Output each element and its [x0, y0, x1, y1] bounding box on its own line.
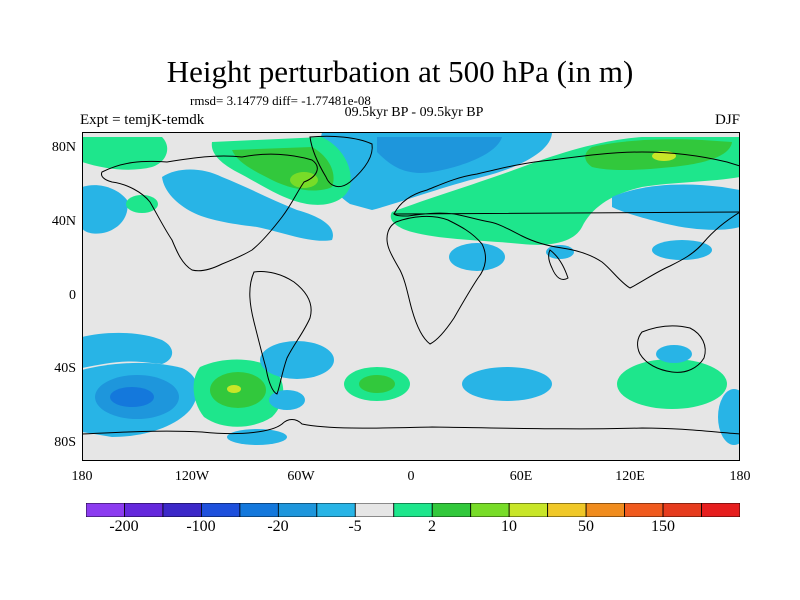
colorbar-swatch — [162, 503, 202, 517]
x-tick-60e: 60E — [509, 469, 533, 484]
colorbar-label: -100 — [186, 518, 216, 535]
experiment-label: Expt = temjK-temdk — [80, 112, 205, 128]
y-tick-40n: 40N — [51, 214, 76, 229]
colorbar-swatch — [431, 503, 472, 517]
positive-anomaly-north-pacific-small — [126, 195, 158, 213]
positive-anomaly-south-pacific-east-peak — [227, 385, 241, 393]
stats-line: rmsd= 3.14779 diff= -1.77481e-08 — [190, 93, 371, 108]
y-tick-80s: 80S — [54, 435, 76, 450]
negative-anomaly-australia — [656, 345, 692, 363]
positive-anomaly-south-australia — [617, 359, 727, 409]
negative-anomaly-east-asia — [612, 184, 740, 230]
coastline-north-america — [101, 153, 318, 272]
colorbar-label: -200 — [109, 518, 139, 535]
colorbar-label: 50 — [578, 518, 594, 535]
negative-anomaly-north-atlantic-core — [377, 137, 502, 173]
colorbar — [86, 503, 740, 517]
season-label: DJF — [714, 112, 740, 128]
coastline-south-america — [249, 271, 312, 395]
y-tick-40s: 40S — [54, 361, 76, 376]
negative-anomaly-south-pacific-west — [82, 332, 173, 368]
colorbar-label: -20 — [267, 518, 289, 535]
negative-anomaly-patagonia-south — [269, 390, 305, 410]
negative-anomaly-antarctic-east — [718, 389, 740, 445]
x-tick-60w: 60W — [287, 469, 315, 484]
colorbar-swatch — [393, 503, 433, 517]
colorbar-swatch — [508, 503, 549, 517]
x-tick-180-west: 180 — [71, 469, 93, 484]
negative-anomaly-west-asia — [449, 243, 505, 271]
negative-anomaly-north-pacific — [82, 185, 128, 234]
coastlines — [82, 135, 740, 435]
colorbar-swatch — [470, 503, 510, 517]
colorbar-swatch — [124, 503, 164, 517]
x-tick-180-east: 180 — [729, 469, 751, 484]
colorbar-swatch — [662, 503, 702, 517]
colorbar-swatch — [277, 503, 318, 517]
colorbar-label: 2 — [428, 518, 436, 535]
negative-anomaly-north-pacific-east — [652, 240, 712, 260]
coastline-antarctica — [82, 419, 740, 435]
coastline-australia — [637, 325, 706, 373]
colorbar-swatch — [547, 503, 587, 517]
x-tick-120w: 120W — [174, 469, 210, 484]
colorbar-swatch — [316, 503, 356, 517]
colorbar-swatch — [201, 503, 241, 517]
positive-anomaly-south-atlantic-core — [359, 375, 395, 393]
colorbar-label: 10 — [501, 518, 517, 535]
coastline-greenland — [309, 135, 373, 188]
plot-title: Height perturbation at 500 hPa (in m) — [166, 54, 634, 89]
map-frame — [82, 132, 740, 461]
anomaly-map — [82, 132, 740, 461]
colorbar-label: -5 — [348, 518, 362, 535]
colorbar-swatch — [239, 503, 279, 517]
y-tick-0: 0 — [69, 288, 76, 303]
y-tick-80n: 80N — [51, 140, 76, 155]
coastline-eurasia — [392, 151, 740, 289]
period-line: 09.5kyr BP - 09.5kyr BP — [344, 105, 484, 120]
colorbar-swatch — [624, 503, 664, 517]
colorbar-swatch — [354, 503, 395, 517]
colorbar-swatch — [86, 503, 125, 517]
negative-anomaly-south-pacific-center — [110, 387, 154, 407]
x-tick-0: 0 — [407, 469, 415, 484]
colorbar-label: 150 — [651, 518, 675, 535]
negative-anomaly-patagonia — [260, 341, 334, 379]
coastline-africa — [386, 215, 486, 345]
negative-anomaly-indian-ocean — [462, 367, 552, 401]
coastline-india — [548, 249, 569, 281]
x-tick-120e: 120E — [615, 469, 645, 484]
positive-anomaly-canada-peak — [290, 172, 318, 188]
colorbar-swatch — [585, 503, 625, 517]
negative-anomaly-north-america — [162, 169, 333, 241]
colorbar-swatch — [701, 503, 740, 517]
